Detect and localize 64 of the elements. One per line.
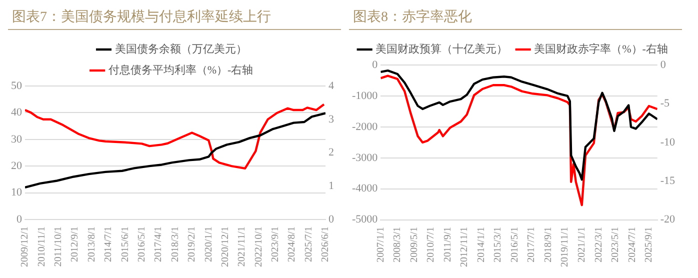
x-tick-label: 2017/7/1 <box>526 226 538 262</box>
y-tick-label: -4000 <box>352 182 378 195</box>
x-tick-label: 2016/5/1 <box>509 226 520 262</box>
x-tick-label: 2024/8/1 <box>286 226 298 262</box>
x-tick-label: 2014/1/1 <box>476 226 487 262</box>
y-tick-label: 10 <box>11 186 22 199</box>
x-tick-label: 2009/5/1 <box>408 226 420 262</box>
legend-label: 美国财政预算（十亿美元） <box>376 42 508 56</box>
x-tick-label: 2014/7/1 <box>103 226 114 262</box>
y-tick-label: 50 <box>11 80 22 92</box>
y2-tick-label: 1 <box>328 180 334 192</box>
y2-tick-label: 2 <box>328 146 334 159</box>
x-tick-label: 2021/1/1 <box>576 226 588 262</box>
y2-tick-label: 0 <box>660 58 666 71</box>
y-tick-label: -3000 <box>352 152 378 164</box>
y-tick-label: 30 <box>11 133 22 146</box>
y-tick-label: -5000 <box>352 214 378 226</box>
x-tick-label: 2015/6/1 <box>120 226 131 262</box>
chart-title: 图表8：赤字率恶化 <box>349 8 682 30</box>
x-tick-label: 2017/4/1 <box>153 226 164 262</box>
x-tick-label: 2023/5/1 <box>610 226 622 262</box>
x-tick-label: 2016/5/1 <box>136 226 148 262</box>
x-tick-label: 2018/9/1 <box>542 226 554 262</box>
y-tick-label: -2000 <box>352 120 378 133</box>
x-tick-label: 2023/9/1 <box>270 226 282 262</box>
x-tick-label: 2011/10/1 <box>53 226 64 267</box>
y2-tick-label: 0 <box>328 213 334 226</box>
chart-title: 图表7：美国债务规模与付息利率延续上行 <box>8 8 341 30</box>
y2-tick-label: -10 <box>660 136 676 148</box>
x-tick-label: 2008/3/1 <box>392 226 404 262</box>
x-tick-label: 2025/9/1 <box>644 226 655 262</box>
x-tick-label: 2022/3/1 <box>593 226 604 262</box>
y2-tick-label: -5 <box>660 98 670 110</box>
y-tick-label: 20 <box>11 160 22 172</box>
x-tick-label: 2020/1/1 <box>203 226 214 262</box>
x-tick-label: 2013/8/1 <box>86 226 98 262</box>
y2-tick-label: -15 <box>660 175 676 187</box>
legend-label: 付息债务平均利率（%）-右轴 <box>108 63 254 76</box>
y2-tick-label: -20 <box>660 214 676 226</box>
x-tick-label: 2011/9/1 <box>442 226 454 262</box>
y-tick-label: 0 <box>16 213 22 226</box>
y2-tick-label: 3 <box>328 113 334 126</box>
x-tick-label: 2010/7/1 <box>426 226 437 262</box>
x-tick-label: 2015/3/1 <box>492 226 504 262</box>
x-tick-label: 2022/10/1 <box>253 226 264 268</box>
legend-label: 美国财政赤字率（%）-右轴 <box>534 42 668 56</box>
x-tick-label: 2025/7/1 <box>303 226 314 262</box>
x-tick-label: 2012/11/1 <box>459 226 470 267</box>
x-tick-label: 2012/9/1 <box>70 226 81 262</box>
y-tick-label: 0 <box>372 58 378 71</box>
y-tick-label: 40 <box>11 106 22 119</box>
x-tick-label: 2024/7/1 <box>626 226 638 262</box>
x-tick-label: 2021/11/1 <box>236 226 248 267</box>
x-tick-label: 2019/2/1 <box>186 226 198 262</box>
x-tick-label: 2020/12/1 <box>220 226 231 268</box>
x-tick-label: 2018/3/1 <box>170 226 181 262</box>
legend-label: 美国债务余额（万亿美元） <box>114 42 247 56</box>
x-tick-label: 2010/11/1 <box>36 226 48 267</box>
x-tick-label: 2019/11/1 <box>560 226 571 267</box>
y-tick-label: -1000 <box>352 90 378 102</box>
x-tick-label: 2009/12/1 <box>20 226 31 268</box>
y2-tick-label: 4 <box>328 80 334 92</box>
x-tick-label: 2007/1/1 <box>375 226 386 262</box>
x-tick-label: 2026/6/1 <box>320 226 332 262</box>
